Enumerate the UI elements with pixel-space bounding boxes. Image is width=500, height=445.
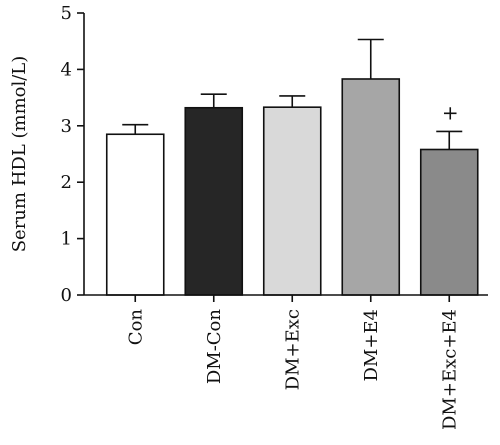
- bar-DM+Exc: [262, 106, 322, 296]
- x-axis: Con DM-Con DM+Exc DM+E4 DM+Exc+E4: [84, 294, 488, 430]
- bar-DM+Exc+E4: [419, 148, 479, 296]
- y-tick-label: 3: [61, 116, 72, 137]
- y-tick-label: 4: [61, 59, 72, 80]
- x-tick-label: DM+Exc+E4: [439, 309, 460, 430]
- y-tick-label: 1: [61, 229, 72, 250]
- x-tick-label: DM-Con: [204, 309, 225, 385]
- y-axis: 0 1 2 3 4 5: [61, 3, 85, 306]
- y-tick-label: 5: [61, 3, 72, 24]
- x-tick-label: Con: [125, 309, 146, 346]
- bars-group: +: [105, 38, 479, 296]
- bar-Con: [105, 133, 165, 296]
- y-tick-label: 2: [61, 172, 72, 193]
- y-axis-title: Serum HDL (mmol/L): [9, 56, 30, 253]
- x-tick-label: DM+Exc: [282, 309, 303, 390]
- significance-marker: +: [442, 100, 459, 124]
- y-tick-label: 0: [61, 285, 72, 306]
- bar-DM-Con: [184, 106, 244, 296]
- bar-DM+E4: [341, 78, 401, 296]
- x-tick-label: DM+E4: [361, 309, 382, 382]
